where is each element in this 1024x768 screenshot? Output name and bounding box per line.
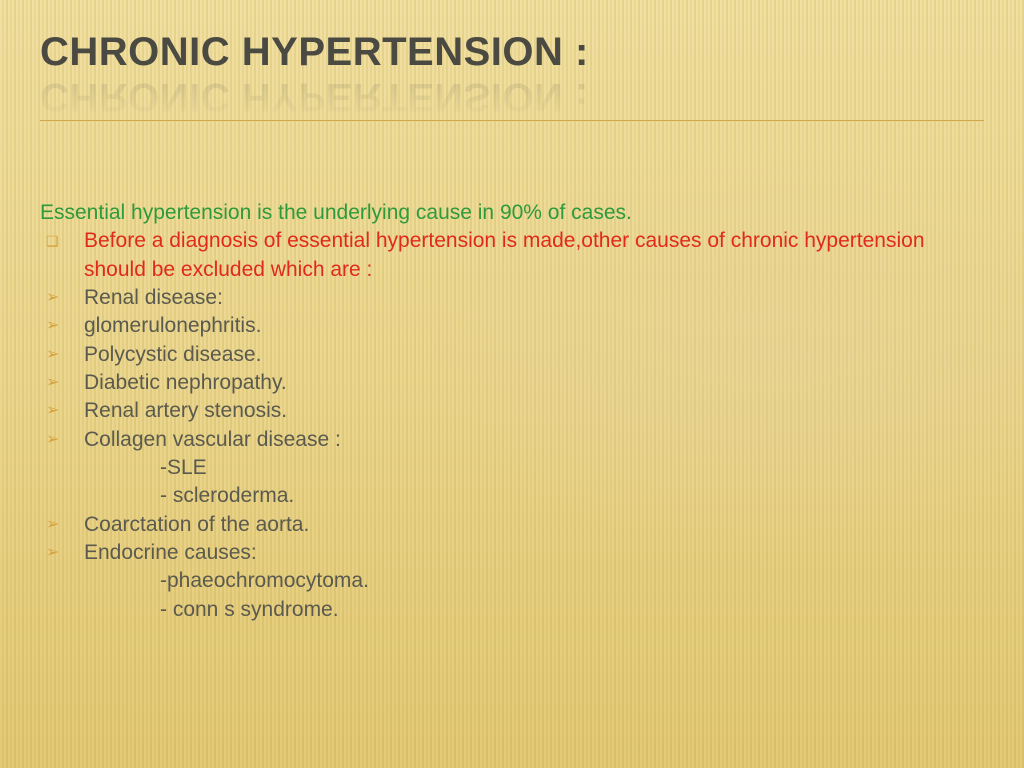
- list-item: ➢ Renal disease:: [40, 284, 984, 312]
- item-text: Renal disease:: [84, 284, 223, 312]
- list-item: ➢ Coarctation of the aorta.: [40, 511, 984, 539]
- item-text: Renal artery stenosis.: [84, 397, 287, 425]
- list-item: ➢ Renal artery stenosis.: [40, 397, 984, 425]
- intro-text: Essential hypertension is the underlying…: [40, 199, 984, 227]
- arrow-bullet-icon: ➢: [40, 426, 84, 454]
- item-text: Coarctation of the aorta.: [84, 511, 309, 539]
- arrow-bullet-icon: ➢: [40, 397, 84, 425]
- slide-title: CHRONIC HYPERTENSION :: [40, 30, 984, 75]
- sub-item: -phaeochromocytoma.: [40, 567, 984, 595]
- item-text: glomerulonephritis.: [84, 312, 261, 340]
- content: Essential hypertension is the underlying…: [40, 121, 984, 624]
- arrow-bullet-icon: ➢: [40, 539, 84, 567]
- sub-item: -SLE: [40, 454, 984, 482]
- arrow-bullet-icon: ➢: [40, 312, 84, 340]
- title-wrap: CHRONIC HYPERTENSION : CHRONIC HYPERTENS…: [40, 30, 984, 122]
- arrow-bullet-icon: ➢: [40, 341, 84, 369]
- slide: CHRONIC HYPERTENSION : CHRONIC HYPERTENS…: [0, 0, 1024, 624]
- item-text: Polycystic disease.: [84, 341, 261, 369]
- list-item: ➢ Endocrine causes:: [40, 539, 984, 567]
- emphasis-row: ❑ Before a diagnosis of essential hypert…: [40, 227, 984, 284]
- list-item: ➢ Collagen vascular disease :: [40, 426, 984, 454]
- item-text: Collagen vascular disease :: [84, 426, 341, 454]
- arrow-bullet-icon: ➢: [40, 369, 84, 397]
- emphasis-text: Before a diagnosis of essential hyperten…: [84, 227, 984, 284]
- list-item: ➢ Polycystic disease.: [40, 341, 984, 369]
- arrow-bullet-icon: ➢: [40, 511, 84, 539]
- sub-item: - conn s syndrome.: [40, 596, 984, 624]
- sub-item: - scleroderma.: [40, 482, 984, 510]
- item-text: Diabetic nephropathy.: [84, 369, 287, 397]
- item-text: Endocrine causes:: [84, 539, 257, 567]
- arrow-bullet-icon: ➢: [40, 284, 84, 312]
- list-item: ➢ glomerulonephritis.: [40, 312, 984, 340]
- title-reflection: CHRONIC HYPERTENSION :: [40, 74, 589, 119]
- list-item: ➢ Diabetic nephropathy.: [40, 369, 984, 397]
- square-bullet-icon: ❑: [40, 227, 84, 255]
